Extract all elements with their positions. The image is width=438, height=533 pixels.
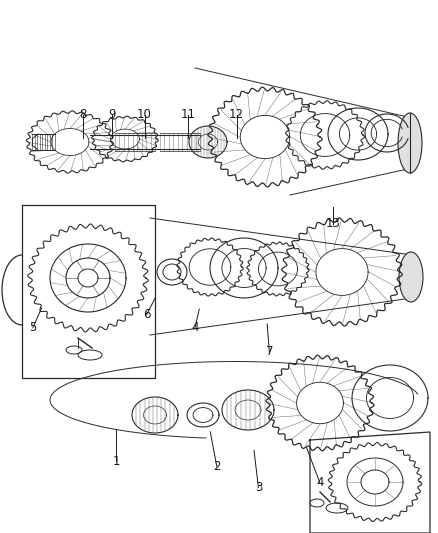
Ellipse shape xyxy=(398,113,422,173)
Text: 4: 4 xyxy=(316,476,324,489)
Text: 3: 3 xyxy=(255,481,262,494)
Text: 11: 11 xyxy=(181,108,196,121)
Text: 12: 12 xyxy=(229,108,244,121)
Text: 7: 7 xyxy=(265,345,273,358)
Text: 10: 10 xyxy=(137,108,152,121)
Text: 2: 2 xyxy=(213,460,221,473)
Text: 8: 8 xyxy=(80,108,87,121)
Text: 1: 1 xyxy=(112,455,120,467)
Text: 13: 13 xyxy=(325,217,340,230)
Text: 9: 9 xyxy=(108,108,116,121)
Ellipse shape xyxy=(399,252,423,302)
Text: 6: 6 xyxy=(143,308,151,321)
Text: 4: 4 xyxy=(191,321,199,334)
Text: 5: 5 xyxy=(29,321,36,334)
